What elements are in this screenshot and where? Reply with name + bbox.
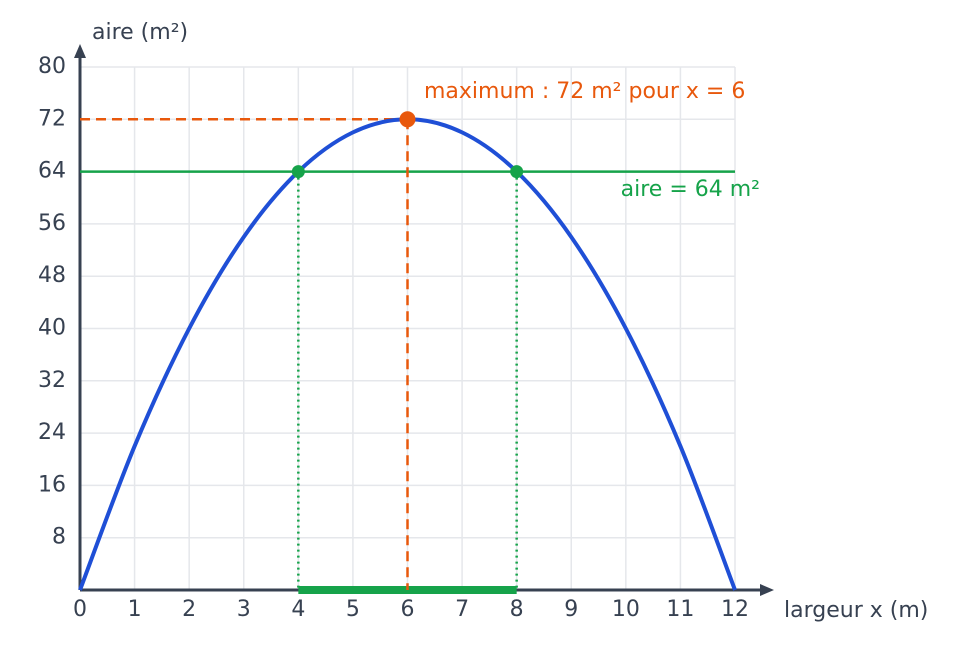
y-tick-label: 48 <box>38 263 66 288</box>
y-tick-label: 80 <box>38 54 66 79</box>
max-point <box>399 111 416 128</box>
x-tick-label: 11 <box>666 597 694 622</box>
y-tick-label: 32 <box>38 368 66 393</box>
y-tick-label: 24 <box>38 420 66 445</box>
x-tick-label: 4 <box>291 597 305 622</box>
x-tick-label: 2 <box>182 597 196 622</box>
x-tick-label: 5 <box>346 597 360 622</box>
y-tick-label: 72 <box>38 106 66 131</box>
x-tick-label: 1 <box>128 597 142 622</box>
x-tick-label: 7 <box>455 597 469 622</box>
x-tick-label: 6 <box>401 597 415 622</box>
y-tick-label: 8 <box>52 525 66 550</box>
y-tick-label: 56 <box>38 211 66 236</box>
y-tick-label: 64 <box>38 159 66 184</box>
x-axis-arrow <box>760 584 774 596</box>
intersection-point <box>510 165 524 179</box>
y-axis-arrow <box>74 44 86 58</box>
x-tick-label: 12 <box>721 597 749 622</box>
x-tick-label: 3 <box>237 597 251 622</box>
y-tick-label: 16 <box>38 472 66 497</box>
max-label: maximum : 72 m² pour x = 6 <box>424 79 745 104</box>
y-tick-label: 40 <box>38 316 66 341</box>
intersection-point <box>291 165 305 179</box>
x-tick-label: 10 <box>612 597 640 622</box>
x-tick-label: 8 <box>510 597 524 622</box>
x-tick-label: 0 <box>73 597 87 622</box>
x-tick-label: 9 <box>564 597 578 622</box>
x-axis-label: largeur x (m) <box>784 598 928 623</box>
level-label: aire = 64 m² <box>621 177 760 202</box>
y-axis-label: aire (m²) <box>92 20 188 45</box>
